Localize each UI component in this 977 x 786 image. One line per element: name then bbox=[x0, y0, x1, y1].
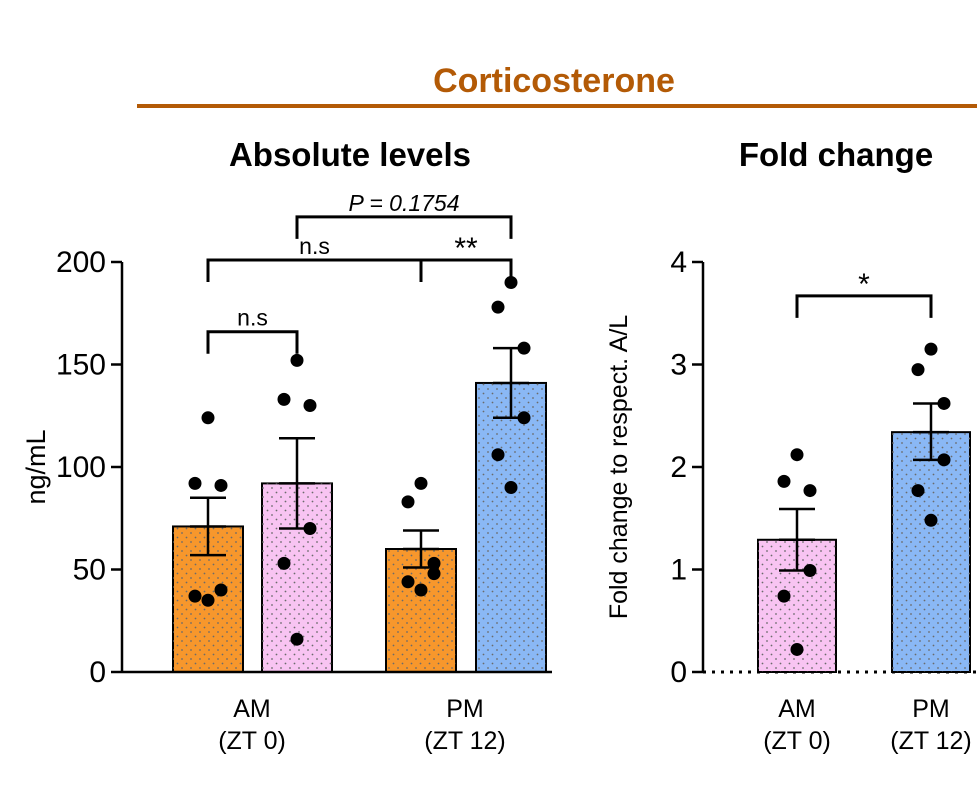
data-point bbox=[911, 484, 925, 498]
data-point bbox=[277, 556, 291, 570]
data-point bbox=[277, 392, 291, 406]
significance-bracket: n.s bbox=[206, 305, 299, 354]
y-tick-label: 200 bbox=[56, 246, 106, 279]
data-point bbox=[803, 484, 817, 498]
x-tick-label: AM bbox=[233, 695, 271, 723]
data-point bbox=[491, 448, 505, 462]
data-point bbox=[303, 399, 317, 412]
fold-change-panel: Fold change Fold change to respect. A/L … bbox=[605, 136, 977, 755]
y-tick-label: 0 bbox=[670, 656, 687, 689]
data-point bbox=[803, 564, 817, 578]
data-point bbox=[777, 474, 791, 488]
data-point bbox=[201, 593, 215, 607]
data-point bbox=[504, 276, 518, 289]
fold-x-category-pm: PM (ZT 12) bbox=[890, 695, 972, 755]
data-point bbox=[427, 567, 441, 581]
y-tick-label: 150 bbox=[56, 349, 106, 382]
figure-title: Corticosterone bbox=[433, 62, 675, 100]
fold-change-y-axis-label: Fold change to respect. A/L bbox=[605, 315, 633, 619]
absolute-levels-title: Absolute levels bbox=[229, 136, 471, 173]
x-tick-sublabel: (ZT 0) bbox=[218, 727, 286, 755]
x-tick-sublabel: (ZT 12) bbox=[424, 727, 506, 755]
data-point bbox=[290, 632, 304, 646]
y-tick-label: 4 bbox=[670, 246, 687, 279]
x-tick-label: AM bbox=[778, 695, 816, 723]
data-point bbox=[491, 300, 505, 314]
x-tick-label: PM bbox=[912, 695, 950, 723]
bar-group-2 bbox=[385, 476, 457, 673]
data-point bbox=[517, 341, 531, 355]
data-point bbox=[937, 453, 951, 467]
bar-dot-texture bbox=[386, 549, 456, 672]
absolute-x-category-am: AM (ZT 0) bbox=[218, 695, 286, 755]
data-point bbox=[201, 411, 215, 425]
absolute-levels-panel: Absolute levels ng/mL AM (ZT 0) PM (ZT 1… bbox=[21, 136, 552, 755]
x-tick-sublabel: (ZT 0) bbox=[763, 727, 831, 755]
bracket-line bbox=[419, 258, 513, 282]
data-point bbox=[777, 589, 791, 603]
data-point bbox=[427, 556, 441, 570]
bracket-line bbox=[795, 294, 933, 318]
data-point bbox=[188, 476, 202, 490]
data-point bbox=[290, 353, 304, 367]
significance-label: * bbox=[858, 268, 870, 301]
significance-label: P = 0.1754 bbox=[348, 190, 459, 216]
data-point bbox=[924, 513, 938, 527]
absolute-levels-y-axis-label: ng/mL bbox=[21, 429, 51, 504]
x-tick-label: PM bbox=[446, 695, 484, 723]
y-tick-label: 100 bbox=[56, 451, 106, 484]
data-point bbox=[414, 583, 428, 597]
data-point bbox=[790, 642, 804, 656]
fold-change-title: Fold change bbox=[739, 136, 933, 173]
significance-bracket: P = 0.1754 bbox=[295, 190, 513, 239]
significance-label: n.s bbox=[237, 305, 268, 331]
fold-x-category-am: AM (ZT 0) bbox=[763, 695, 831, 755]
data-point bbox=[188, 589, 202, 603]
data-point bbox=[414, 476, 428, 490]
data-point bbox=[924, 342, 938, 356]
data-point bbox=[401, 495, 415, 509]
bar-dot-texture bbox=[476, 382, 546, 672]
data-point bbox=[504, 481, 518, 494]
data-point bbox=[303, 522, 317, 535]
data-point bbox=[937, 396, 951, 410]
y-tick-label: 0 bbox=[89, 656, 106, 689]
significance-label: n.s bbox=[299, 233, 330, 259]
significance-bracket: * bbox=[795, 268, 933, 318]
absolute-x-category-pm: PM (ZT 12) bbox=[424, 695, 506, 755]
bar-dot-texture bbox=[892, 432, 970, 672]
x-tick-sublabel: (ZT 12) bbox=[890, 727, 972, 755]
y-tick-label: 2 bbox=[670, 451, 687, 484]
y-tick-label: 50 bbox=[73, 554, 106, 587]
significance-label: ** bbox=[454, 232, 478, 265]
bar-group-1 bbox=[891, 342, 971, 673]
bar-group-1 bbox=[261, 353, 333, 673]
bracket-line bbox=[206, 330, 299, 354]
data-point bbox=[214, 478, 228, 492]
y-tick-label: 1 bbox=[670, 554, 687, 587]
bracket-line bbox=[295, 215, 513, 239]
y-tick-label: 3 bbox=[670, 349, 687, 382]
data-point bbox=[911, 363, 925, 377]
bar-group-0 bbox=[172, 411, 244, 674]
bar-group-0 bbox=[757, 448, 837, 674]
data-point bbox=[214, 583, 228, 597]
bar-group-3 bbox=[475, 276, 547, 673]
significance-bracket: n.s bbox=[206, 233, 423, 282]
data-point bbox=[401, 575, 415, 589]
data-point bbox=[517, 411, 531, 425]
significance-bracket: ** bbox=[419, 232, 513, 282]
bracket-line bbox=[206, 258, 423, 282]
data-point bbox=[790, 448, 804, 462]
